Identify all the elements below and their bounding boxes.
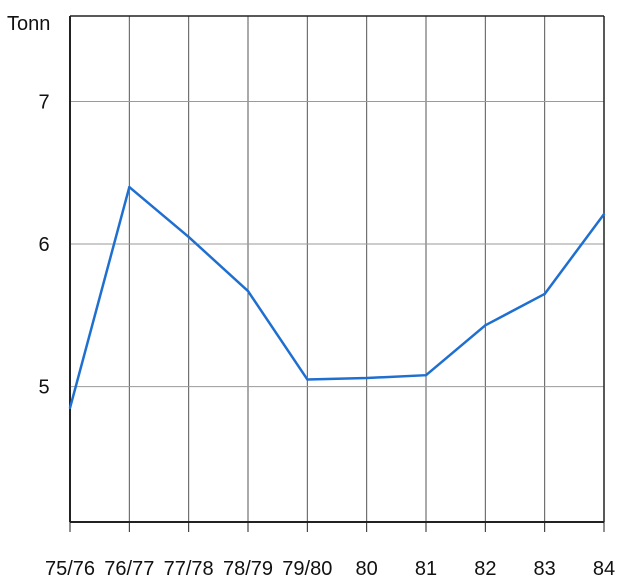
grid [70, 16, 604, 522]
series [68, 185, 606, 410]
x-tick-labels: 75/76 76/77 77/78 78/79 79/80 80 81 82 83 84 [45, 522, 615, 576]
x-tick-label: 80 [356, 558, 378, 576]
x-tick-label: 79/80 [282, 558, 332, 576]
y-tick-label: 7 [38, 92, 49, 114]
y-tick-labels: 5 6 7 [38, 92, 49, 399]
data-point [187, 235, 190, 239]
x-tick-label: 82 [474, 558, 496, 576]
y-tick-label: 6 [38, 234, 49, 256]
data-point [365, 376, 368, 380]
data-point [306, 378, 309, 381]
y-tick-label: 5 [38, 377, 49, 399]
x-tick-label: 76/77 [104, 558, 154, 576]
x-tick-label: 83 [534, 558, 556, 576]
data-point [246, 289, 250, 293]
data-point [68, 406, 72, 410]
y-axis-title: Tonn [7, 13, 50, 35]
data-point [484, 324, 487, 327]
x-tick-label: 78/79 [223, 558, 273, 576]
data-point [543, 292, 546, 296]
series-line [68, 185, 606, 409]
x-tick-label: 81 [415, 558, 437, 576]
data-point [128, 185, 131, 189]
x-tick-label: 75/76 [45, 558, 95, 576]
x-tick-label: 84 [593, 558, 615, 576]
plot-frame [69, 15, 605, 523]
data-point [602, 212, 606, 216]
x-tick-label: 77/78 [164, 558, 214, 576]
data-point [424, 373, 428, 377]
